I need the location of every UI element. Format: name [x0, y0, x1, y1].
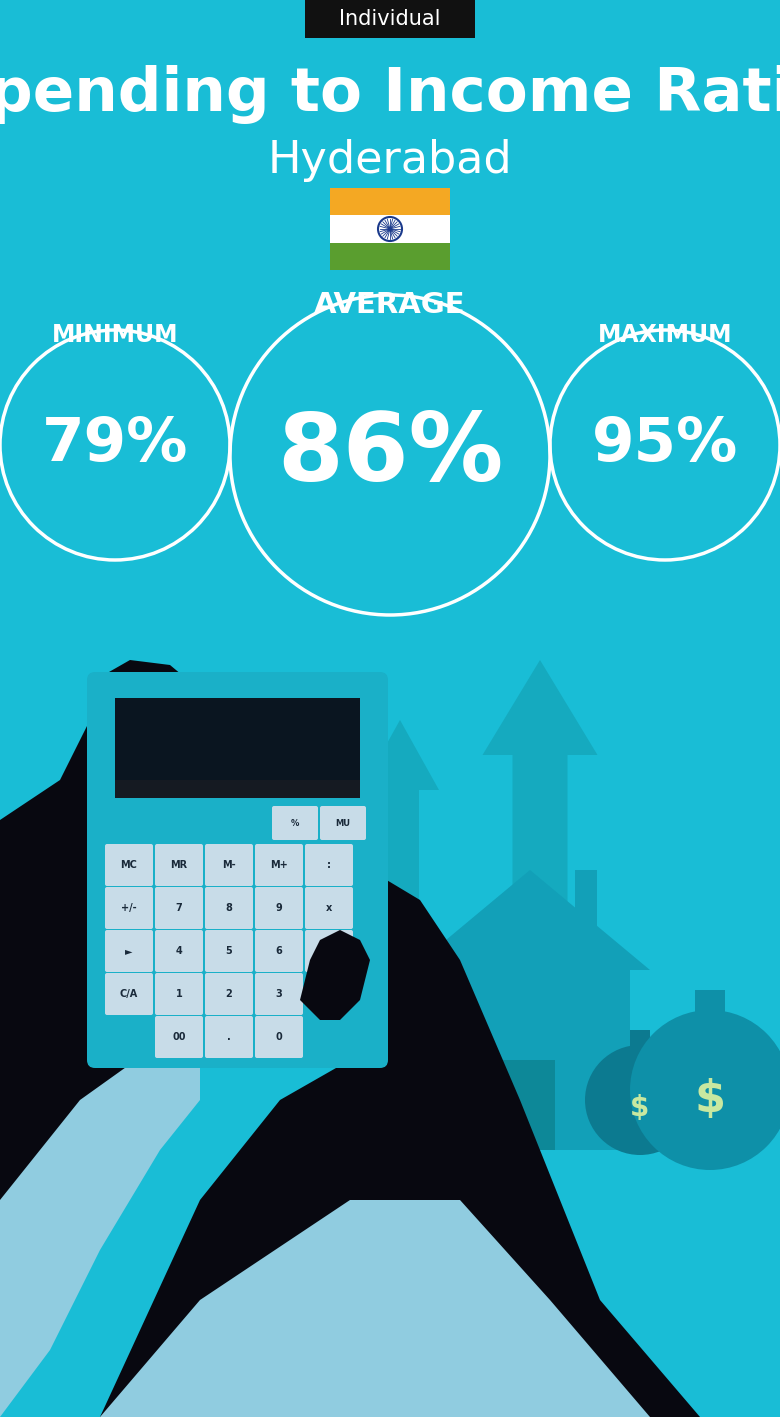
Bar [630, 1128, 750, 1138]
Text: 6: 6 [275, 947, 282, 956]
Text: +/-: +/- [121, 903, 136, 913]
Text: M-: M- [222, 860, 236, 870]
FancyBboxPatch shape [272, 806, 318, 840]
Text: ►: ► [126, 947, 133, 956]
FancyBboxPatch shape [105, 930, 153, 972]
FancyBboxPatch shape [155, 887, 203, 930]
Circle shape [630, 1010, 780, 1170]
FancyBboxPatch shape [205, 930, 253, 972]
Polygon shape [100, 870, 700, 1417]
Text: MAXIMUM: MAXIMUM [597, 323, 732, 347]
Polygon shape [0, 1000, 200, 1417]
Text: 00: 00 [172, 1032, 186, 1041]
Bar [630, 1141, 750, 1151]
Text: 5: 5 [225, 947, 232, 956]
FancyBboxPatch shape [155, 973, 203, 1015]
FancyBboxPatch shape [255, 930, 303, 972]
Text: 3: 3 [275, 989, 282, 999]
Polygon shape [483, 660, 597, 1050]
Polygon shape [300, 930, 370, 1020]
Text: MU: MU [335, 819, 350, 828]
Text: -: - [327, 947, 331, 956]
FancyBboxPatch shape [305, 0, 475, 38]
Circle shape [585, 1044, 695, 1155]
Text: 95%: 95% [592, 415, 738, 475]
Polygon shape [410, 870, 650, 971]
Bar [630, 1104, 750, 1114]
FancyBboxPatch shape [205, 1016, 253, 1058]
Text: M+: M+ [270, 860, 288, 870]
Bar [330, 188, 450, 215]
FancyBboxPatch shape [255, 845, 303, 886]
Text: 86%: 86% [277, 410, 503, 502]
FancyBboxPatch shape [255, 887, 303, 930]
Bar [630, 1080, 750, 1090]
FancyBboxPatch shape [320, 806, 366, 840]
Bar [630, 1117, 750, 1127]
FancyBboxPatch shape [305, 930, 353, 972]
Text: AVERAGE: AVERAGE [314, 290, 466, 319]
Polygon shape [361, 720, 439, 1050]
Bar [500, 1060, 555, 1151]
Text: Hyderabad: Hyderabad [268, 139, 512, 181]
Text: 4: 4 [176, 947, 183, 956]
FancyBboxPatch shape [105, 887, 153, 930]
Text: MR: MR [171, 860, 187, 870]
Text: 7: 7 [176, 903, 183, 913]
FancyBboxPatch shape [205, 845, 253, 886]
FancyBboxPatch shape [105, 973, 153, 1015]
Bar [575, 870, 597, 930]
Text: $: $ [630, 1094, 650, 1122]
Bar [330, 242, 450, 271]
Circle shape [388, 227, 392, 231]
Text: 8: 8 [225, 903, 232, 913]
Bar [630, 1030, 650, 1047]
Bar [115, 699, 360, 798]
FancyBboxPatch shape [105, 845, 153, 886]
FancyBboxPatch shape [205, 887, 253, 930]
Text: C/A: C/A [120, 989, 138, 999]
FancyBboxPatch shape [155, 845, 203, 886]
Bar [695, 990, 725, 1012]
Text: MINIMUM: MINIMUM [51, 323, 179, 347]
FancyBboxPatch shape [155, 930, 203, 972]
FancyBboxPatch shape [87, 672, 388, 1068]
Bar [330, 215, 450, 242]
Text: Spending to Income Ratio: Spending to Income Ratio [0, 65, 780, 125]
FancyBboxPatch shape [205, 973, 253, 1015]
Text: x: x [326, 903, 332, 913]
Text: 2: 2 [225, 989, 232, 999]
Polygon shape [0, 660, 200, 1417]
Bar [630, 1093, 750, 1102]
Polygon shape [100, 1200, 650, 1417]
Text: Individual: Individual [339, 9, 441, 28]
Text: MC: MC [121, 860, 137, 870]
Text: 0: 0 [275, 1032, 282, 1041]
Text: :: : [327, 860, 331, 870]
FancyBboxPatch shape [155, 1016, 203, 1058]
FancyBboxPatch shape [305, 887, 353, 930]
Text: 9: 9 [275, 903, 282, 913]
Bar [115, 779, 360, 798]
FancyBboxPatch shape [255, 973, 303, 1015]
Bar [430, 971, 630, 1151]
FancyBboxPatch shape [305, 845, 353, 886]
Text: .: . [227, 1032, 231, 1041]
Text: 79%: 79% [42, 415, 188, 475]
Text: %: % [291, 819, 300, 828]
Text: 1: 1 [176, 989, 183, 999]
FancyBboxPatch shape [255, 1016, 303, 1058]
Text: $: $ [694, 1078, 725, 1121]
